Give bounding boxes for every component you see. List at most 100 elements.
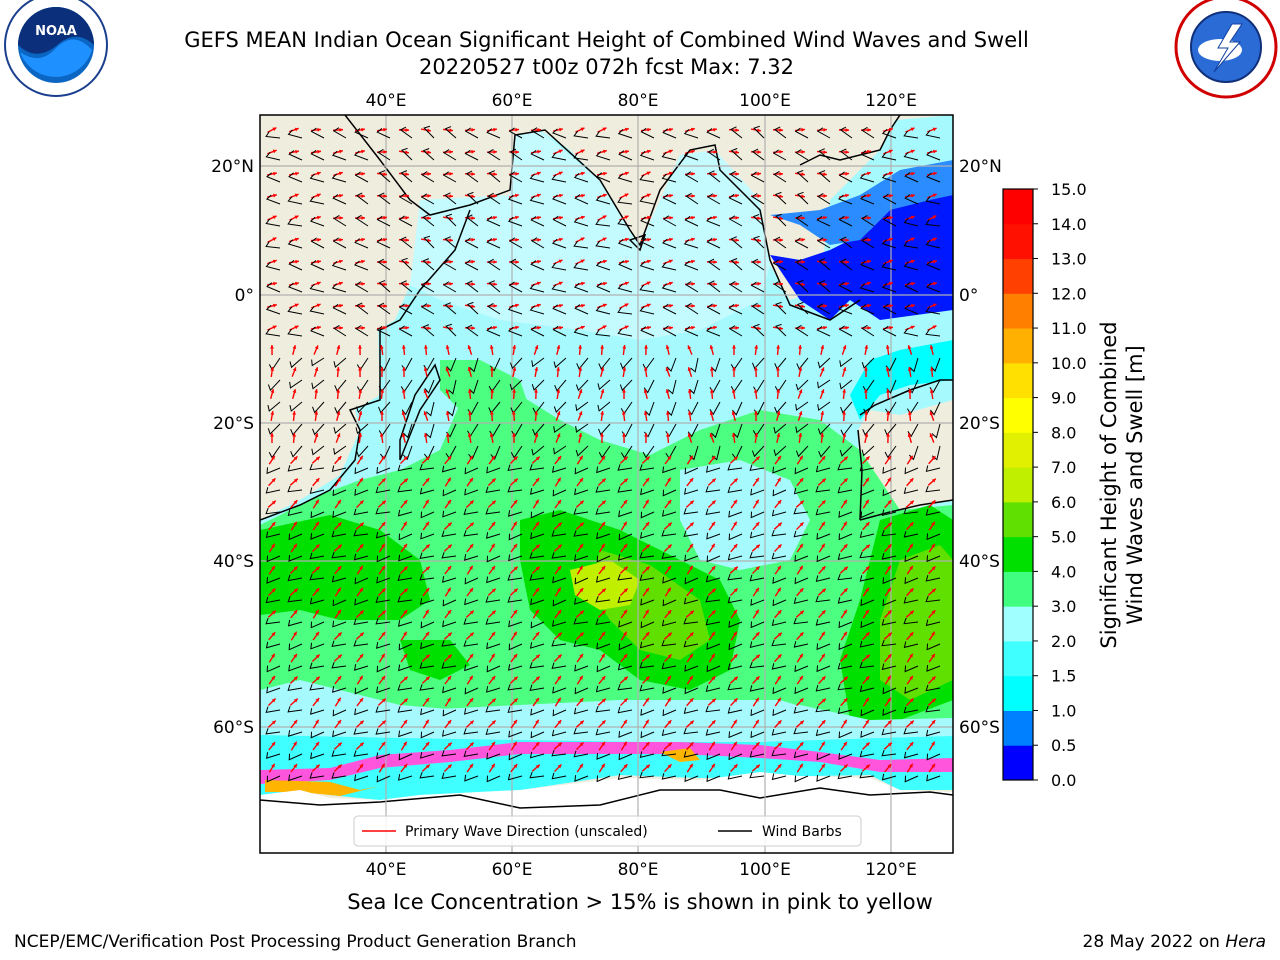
colorbar-segment bbox=[1003, 258, 1033, 294]
wave-direction-arrowhead bbox=[336, 411, 341, 416]
wind-barb bbox=[683, 150, 699, 161]
wave-direction-arrowhead bbox=[271, 588, 276, 593]
wind-barb bbox=[354, 467, 369, 475]
wind-barb bbox=[310, 326, 325, 337]
wave-direction-arrowhead bbox=[735, 282, 739, 286]
wave-direction-arrowhead bbox=[381, 676, 386, 680]
wave-direction-arrowhead bbox=[401, 345, 406, 349]
wind-barb bbox=[750, 281, 765, 293]
wind-barb bbox=[309, 487, 325, 495]
wind-barb bbox=[265, 304, 281, 315]
wind-barb bbox=[551, 729, 567, 737]
wave-direction-arrowhead bbox=[270, 389, 275, 394]
wave-direction-arrowhead bbox=[559, 303, 563, 308]
wind-barb bbox=[420, 642, 435, 650]
wind-barb bbox=[310, 731, 325, 739]
wave-direction-arrowhead bbox=[295, 149, 299, 154]
wave-direction-arrowhead bbox=[493, 325, 497, 330]
wind-barb bbox=[925, 196, 941, 205]
wind-barb bbox=[598, 423, 611, 436]
wind-barb bbox=[331, 551, 347, 559]
wave-direction-arrowhead bbox=[515, 237, 519, 242]
wave-direction-arrowhead bbox=[381, 478, 386, 483]
wind-barb bbox=[551, 772, 567, 780]
wind-barb bbox=[423, 125, 435, 139]
wave-direction-arrowhead bbox=[405, 150, 409, 155]
wind-barb bbox=[683, 530, 699, 538]
wind-barb bbox=[618, 731, 633, 738]
wave-direction-arrowhead bbox=[864, 433, 869, 437]
wave-direction-arrowhead bbox=[624, 237, 629, 242]
wave-direction-arrowhead bbox=[557, 500, 562, 504]
wave-direction-arrowhead bbox=[865, 499, 869, 504]
wave-direction-arrowhead bbox=[315, 764, 320, 769]
wind-barb bbox=[574, 194, 589, 205]
lon-tick-label: 60°E bbox=[492, 860, 533, 880]
wind-barb bbox=[332, 709, 347, 717]
wave-direction-arrowhead bbox=[317, 149, 321, 154]
wind-barb bbox=[838, 643, 853, 651]
wave-direction-arrowhead bbox=[272, 215, 277, 220]
wind-barb bbox=[530, 708, 545, 716]
wind-barb bbox=[793, 641, 809, 648]
wind-barb bbox=[685, 281, 699, 293]
wave-direction-arrowhead bbox=[646, 149, 651, 154]
wave-direction-arrowhead bbox=[556, 345, 561, 350]
wave-direction-arrowhead bbox=[293, 698, 298, 703]
wind-barb bbox=[375, 507, 391, 515]
wave-direction-arrowhead bbox=[601, 720, 606, 725]
wind-barb bbox=[817, 401, 831, 412]
wave-direction-arrowhead bbox=[888, 281, 893, 286]
wave-direction-arrowhead bbox=[735, 303, 739, 308]
wind-barb bbox=[399, 236, 413, 249]
wind-barb bbox=[488, 170, 501, 183]
wave-direction-arrowhead bbox=[403, 698, 408, 703]
wave-direction-arrowhead bbox=[425, 676, 430, 681]
wave-direction-arrowhead bbox=[447, 456, 452, 461]
wind-barb bbox=[287, 574, 303, 582]
wind-barb bbox=[773, 280, 787, 293]
wave-direction-arrowhead bbox=[317, 325, 321, 330]
wind-barb bbox=[772, 599, 787, 607]
wind-barb bbox=[353, 260, 369, 271]
wind-barb bbox=[464, 687, 479, 695]
wind-barb bbox=[464, 127, 479, 139]
wind-barb bbox=[794, 577, 809, 585]
wind-barb bbox=[881, 749, 897, 757]
wind-barb bbox=[420, 708, 435, 716]
wind-barb bbox=[794, 467, 809, 475]
wave-direction-arrowhead bbox=[821, 478, 826, 483]
wind-barb bbox=[447, 401, 457, 417]
wave-direction-arrowhead bbox=[931, 588, 936, 593]
wind-barb bbox=[596, 665, 611, 673]
wave-direction-arrowhead bbox=[799, 588, 804, 593]
wind-barb bbox=[575, 401, 589, 412]
wind-barb bbox=[529, 771, 545, 779]
wave-direction-arrowhead bbox=[449, 216, 453, 221]
wind-barb bbox=[640, 216, 655, 227]
wind-barb bbox=[267, 423, 281, 435]
wave-direction-arrowhead bbox=[271, 455, 275, 460]
colorbar-tick-label: 7.0 bbox=[1051, 458, 1076, 477]
wave-direction-arrowhead bbox=[821, 566, 826, 571]
wave-direction-arrowhead bbox=[754, 367, 758, 371]
lon-tick-label: 80°E bbox=[618, 860, 659, 880]
wave-direction-arrowhead bbox=[623, 478, 628, 483]
wind-barb bbox=[727, 596, 743, 604]
wind-barb bbox=[507, 304, 523, 315]
wind-barb bbox=[705, 466, 721, 473]
wave-direction-arrowhead bbox=[469, 720, 474, 725]
wave-direction-arrowhead bbox=[888, 127, 893, 132]
wind-barb bbox=[903, 706, 919, 714]
wave-direction-arrowhead bbox=[292, 389, 297, 394]
wave-direction-arrowhead bbox=[381, 522, 386, 527]
wave-direction-arrowhead bbox=[361, 326, 365, 330]
wave-direction-arrowhead bbox=[469, 742, 474, 747]
wave-direction-arrowhead bbox=[425, 719, 429, 724]
wave-direction-arrowhead bbox=[271, 565, 275, 570]
colorbar-tick-label: 10.0 bbox=[1051, 354, 1087, 373]
wind-barb bbox=[507, 194, 523, 205]
colorbar-tick-label: 1.0 bbox=[1051, 701, 1076, 720]
wind-barb bbox=[859, 661, 875, 669]
wave-direction-arrowhead bbox=[558, 281, 563, 286]
